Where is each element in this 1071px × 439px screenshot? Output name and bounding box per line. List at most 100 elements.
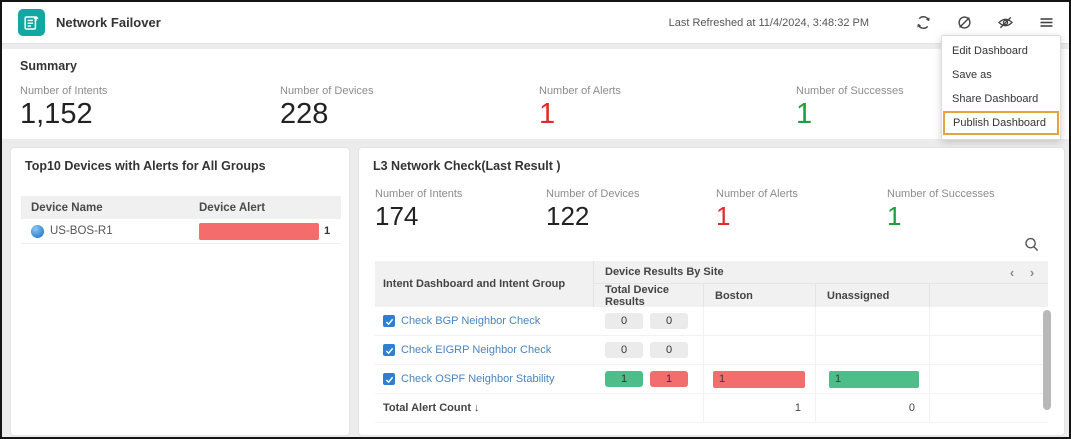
topbar-actions: Last Refreshed at 11/4/2024, 3:48:32 PM <box>669 14 1069 31</box>
stat-label: Number of Devices <box>280 85 374 97</box>
boston-cell <box>703 336 815 364</box>
chevron-right-icon[interactable]: › <box>1029 264 1035 280</box>
boston-cell: 1 <box>703 365 815 393</box>
chevron-left-icon[interactable]: ‹ <box>1009 264 1015 280</box>
boston-total-cell: 1 <box>703 394 815 422</box>
empty-cell <box>929 365 1048 393</box>
menu-item-share-dashboard[interactable]: Share Dashboard <box>952 93 1039 105</box>
l3-table-header: Intent Dashboard and Intent Group Device… <box>375 261 1048 308</box>
total-results-cell: 0 0 <box>594 336 703 364</box>
hide-thresholds-eye-icon[interactable] <box>997 14 1014 31</box>
page-title: Network Failover <box>56 15 161 30</box>
column-header-unassigned: Unassigned <box>815 284 929 308</box>
stat-value-alert: 1 <box>716 201 731 231</box>
intent-cell: Check OSPF Neighbor Stability <box>375 373 594 385</box>
table-row: Check BGP Neighbor Check 0 0 <box>375 307 1048 336</box>
site-subheader-band: Total Device Results Boston Unassigned <box>594 284 1048 308</box>
dashboard-doc-icon <box>24 16 39 30</box>
empty-cell <box>929 336 1048 364</box>
top-devices-card: Top10 Devices with Alerts for All Groups… <box>10 147 350 436</box>
hamburger-menu-icon[interactable] <box>1038 14 1055 31</box>
unassigned-total-cell: 0 <box>815 394 929 422</box>
stat-value-success: 1 <box>796 98 813 130</box>
search-icon[interactable] <box>1023 236 1041 254</box>
stat-number-of-alerts: Number of Alerts 1 <box>539 85 621 131</box>
table-row[interactable]: US-BOS-R1 1 <box>21 219 341 244</box>
boston-cell <box>703 307 815 335</box>
hide-widgets-icon[interactable] <box>956 14 973 31</box>
stat-label: Number of Alerts <box>716 188 798 200</box>
top-bar: Network Failover Last Refreshed at 11/4/… <box>2 2 1069 44</box>
stat-number-of-devices: Number of Devices 228 <box>280 85 374 131</box>
menu-item-publish-dashboard[interactable]: Publish Dashboard <box>943 111 1059 135</box>
stat-value-success: 1 <box>887 201 902 231</box>
intent-link[interactable]: Check EIGRP Neighbor Check <box>401 344 552 356</box>
site-group-band: Device Results By Site ‹ › <box>594 261 1048 284</box>
summary-title: Summary <box>20 59 77 73</box>
app-logo-icon <box>18 9 45 36</box>
intent-dashboard-icon <box>383 373 395 385</box>
stat-number-of-intents: Number of Intents 1,152 <box>20 85 107 131</box>
empty-cell <box>929 394 1048 422</box>
stat-label: Number of Alerts <box>539 85 621 97</box>
l3-stat-number-of-intents: Number of Intents 174 <box>375 188 462 232</box>
unassigned-cell <box>815 307 929 335</box>
refresh-icon[interactable] <box>915 14 932 31</box>
stat-label: Number of Intents <box>20 85 108 97</box>
l3-stat-number-of-alerts: Number of Alerts 1 <box>716 188 798 232</box>
menu-item-edit-dashboard[interactable]: Edit Dashboard <box>952 45 1028 57</box>
intent-cell: Check EIGRP Neighbor Check <box>375 344 594 356</box>
success-count-pill: 0 <box>605 342 643 358</box>
stat-number-of-successes: Number of Successes 1 <box>796 85 904 131</box>
l3-title: L3 Network Check(Last Result ) <box>373 159 561 173</box>
menu-item-save-as[interactable]: Save as <box>952 69 992 81</box>
site-pager: ‹ › <box>1002 265 1048 280</box>
table-vertical-scrollbar[interactable] <box>1043 310 1051 410</box>
l3-stat-number-of-devices: Number of Devices 122 <box>546 188 640 232</box>
column-header-boston: Boston <box>703 284 815 308</box>
stat-value: 228 <box>280 98 329 130</box>
top-devices-table-header: Device Name Device Alert <box>21 196 341 219</box>
device-name: US-BOS-R1 <box>50 225 113 237</box>
total-results-cell: 0 0 <box>594 307 703 335</box>
column-header-device-results-by-site: Device Results By Site <box>605 266 724 278</box>
success-count-pill: 0 <box>605 313 643 329</box>
boston-alert-bar[interactable]: 1 <box>713 370 805 388</box>
alert-count-pill: 0 <box>650 342 688 358</box>
column-header-device-name: Device Name <box>31 201 103 214</box>
alert-count-pill: 0 <box>650 313 688 329</box>
intent-link[interactable]: Check BGP Neighbor Check <box>401 315 541 327</box>
intent-dashboard-icon <box>383 315 395 327</box>
column-header-total-device-results: Total Device Results <box>605 284 669 308</box>
stat-label: Number of Intents <box>375 188 463 200</box>
stat-label: Number of Successes <box>887 188 995 200</box>
l3-results-table: Intent Dashboard and Intent Group Device… <box>375 261 1048 423</box>
unassigned-cell: 1 <box>815 365 929 393</box>
top-devices-table: Device Name Device Alert US-BOS-R1 1 <box>21 196 341 244</box>
table-row: Check EIGRP Neighbor Check 0 0 <box>375 336 1048 365</box>
top-devices-title: Top10 Devices with Alerts for All Groups <box>25 159 266 173</box>
device-icon <box>31 224 44 238</box>
unassigned-success-bar[interactable]: 1 <box>829 370 919 388</box>
l3-network-check-card: L3 Network Check(Last Result ) Number of… <box>358 147 1065 436</box>
intent-link[interactable]: Check OSPF Neighbor Stability <box>401 373 555 385</box>
device-alert-cell: 1 <box>199 222 331 240</box>
total-alert-count-row: Total Alert Count ↓ 1 0 <box>375 394 1048 423</box>
empty-cell <box>929 307 1048 335</box>
column-header-empty <box>929 284 1048 308</box>
table-row: Check OSPF Neighbor Stability 1 1 1 1 <box>375 365 1048 394</box>
device-alert-count: 1 <box>324 225 331 237</box>
l3-stat-number-of-successes: Number of Successes 1 <box>887 188 995 232</box>
total-alert-count-label[interactable]: Total Alert Count ↓ <box>383 402 480 414</box>
device-alert-bar[interactable] <box>199 222 319 240</box>
stat-label: Number of Devices <box>546 188 640 200</box>
last-refreshed-text: Last Refreshed at 11/4/2024, 3:48:32 PM <box>668 16 869 29</box>
intent-cell: Check BGP Neighbor Check <box>375 315 594 327</box>
device-name-cell: US-BOS-R1 <box>21 224 199 238</box>
success-count-pill: 1 <box>605 371 643 387</box>
unassigned-cell <box>815 336 929 364</box>
stat-value: 122 <box>546 201 590 231</box>
stat-value-alert: 1 <box>539 98 556 130</box>
alert-count-pill: 1 <box>650 371 688 387</box>
